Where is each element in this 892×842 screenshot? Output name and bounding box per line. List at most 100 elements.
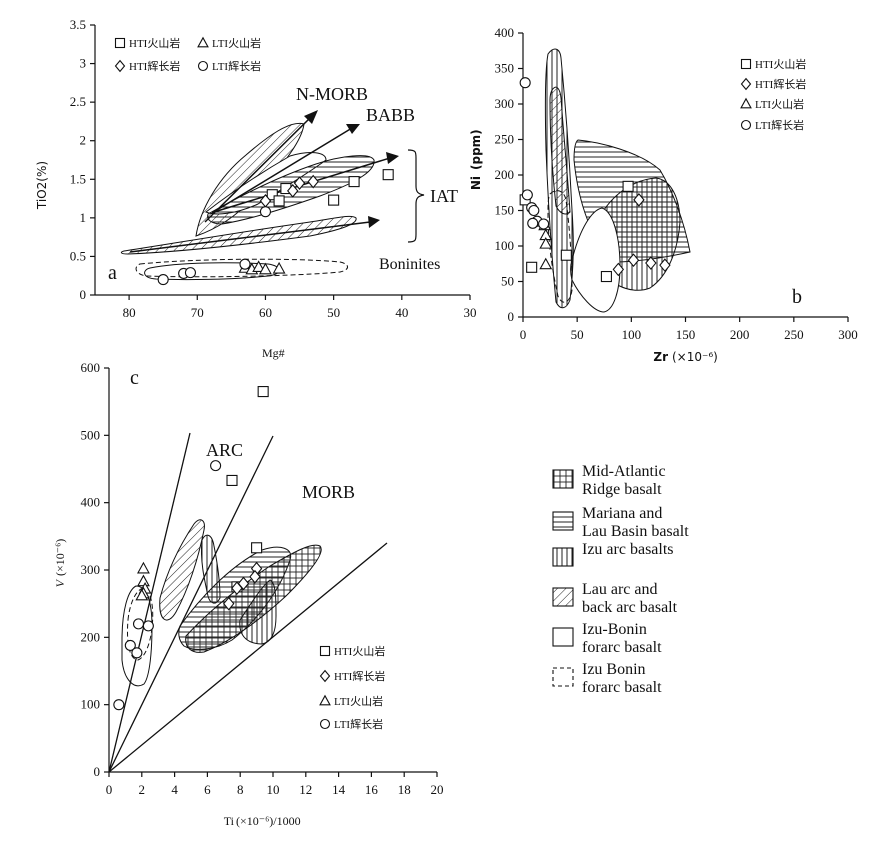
panel-a-point-triangle (272, 261, 286, 274)
panel-a-legend-marker-triangle (197, 36, 209, 48)
panel-b-point-square (622, 180, 634, 192)
panel-c-fields (121, 519, 322, 687)
panel-b-point-diamond (612, 262, 625, 277)
field-legend-swatch-dashed (552, 667, 574, 687)
panel-a-legend-marker-circle (197, 60, 209, 72)
panel-c-point-diamond (249, 569, 261, 584)
label-a-babb: BABB (366, 105, 415, 125)
panel-c-ylabel: V (×10⁻⁶) (53, 539, 67, 588)
panel-b-axes: 0 50 100 150 200 250 300 0 50 100 150 200 250 300 350 4… (495, 25, 858, 342)
panel-b: 0 50 100 150 200 250 300 0 50 100 150 200 250 300 350 4… (469, 25, 858, 364)
panel-a-point-circle (239, 258, 251, 270)
field-legend-label: Izu arc basalts (582, 541, 674, 558)
panel-c-x-tick-label: 0 (106, 782, 113, 797)
panel-a-legend-label: HTI辉长岩 (129, 59, 180, 73)
field-a-boninite-dashed (135, 258, 348, 278)
panel-b-x-tick-label: 100 (622, 327, 642, 342)
panel-c-x-tick-label: 14 (332, 782, 346, 797)
panel-a-axes: 80 70 60 50 40 30 0 0.5 1 1.5 2 2.5 3 3.5 (70, 17, 477, 320)
panel-c-legend-label: HTI火山岩 (334, 644, 385, 658)
panel-a-point-square (348, 176, 360, 188)
panel-c-legend-marker-square (319, 645, 331, 657)
arrow-a-lower (129, 221, 371, 253)
arrow-a-babb (211, 127, 353, 214)
panel-c-xlabel-var: Ti (224, 814, 235, 828)
panel-c-point-square (257, 386, 269, 398)
panel-b-x-tick-label: 200 (730, 327, 750, 342)
panel-a: N-MORB BABB IAT Boninites 80 70 60 50 40 30 0 0… (35, 17, 477, 360)
field-b-diag (549, 86, 571, 215)
panel-c-point-square (251, 542, 263, 554)
field-legend-label: forarc basalt (582, 639, 662, 656)
field-legend-label: Izu-Bonin (582, 621, 647, 638)
panel-c-legend-marker-circle (319, 718, 331, 730)
panel-a-point-circle (157, 274, 169, 286)
arrow-a-iat-head (386, 152, 399, 164)
panel-b-y-tick-label: 300 (495, 96, 515, 111)
panel-a-point-triangle (259, 262, 272, 275)
panel-a-point-diamond (293, 176, 306, 191)
field-legend-label: Lau Basin basalt (582, 523, 689, 540)
field-legend-swatch-grid (552, 469, 574, 489)
panel-b-xlabel-var: Zr (653, 350, 668, 364)
panel-a-y-tick-label: 0 (80, 287, 87, 302)
panel-a-y-tick-label: 1 (80, 210, 87, 225)
panel-c-x-tick-label: 20 (431, 782, 444, 797)
panel-b-point-diamond (659, 258, 671, 273)
panel-b-y-tick-label: 0 (508, 309, 515, 324)
panel-a-point-diamond (307, 174, 319, 189)
panel-c-x-tick-label: 6 (204, 782, 211, 797)
panel-b-point-circle (527, 217, 539, 229)
panel-a-point-triangle (252, 260, 266, 273)
panel-b-legend: HTI火山岩 HTI辉长岩 LTI火山岩 LTI辉长岩 (740, 57, 806, 132)
panel-c-x-tick-label: 16 (365, 782, 379, 797)
panel-c-point-triangle (135, 588, 149, 601)
panel-c-y-tick-label: 300 (81, 562, 101, 577)
panel-a-x-tick-label: 60 (259, 305, 272, 320)
field-c-mar (185, 544, 322, 653)
panel-c-y-tick-label: 200 (81, 629, 101, 644)
panel-c-xlabel: Ti (×10⁻⁶)/1000 (224, 814, 301, 828)
panel-b-legend-marker-diamond (740, 77, 752, 91)
panel-c-point-triangle (137, 561, 150, 574)
ratio-line-c-shallow (108, 542, 388, 773)
panel-a-y-tick-label: 3 (80, 56, 87, 71)
panel-a-legend: HTI火山岩 LTI火山岩 HTI辉长岩 LTI辉长岩 (114, 36, 261, 73)
field-legend-swatch-vertical (552, 547, 574, 567)
panel-b-point-square (600, 270, 612, 283)
panel-b-point-diamond (645, 256, 657, 270)
panel-b-y-tick-label: 400 (495, 25, 515, 40)
field-legend-label: Mid-Atlantic (582, 463, 666, 480)
panel-b-point-circle (528, 204, 540, 217)
panel-b-y-tick-label: 100 (495, 238, 515, 253)
panel-a-legend-marker-square (114, 37, 126, 49)
panel-c-y-tick-label: 400 (81, 495, 101, 510)
panel-b-y-tick-label: 50 (501, 274, 514, 289)
panel-c-y-tick-label: 600 (81, 360, 101, 375)
panel-c-x-tick-label: 18 (398, 782, 411, 797)
panel-c-legend-marker-diamond (319, 669, 331, 683)
panel-a-legend-label: HTI火山岩 (129, 36, 180, 50)
panel-b-x-tick-label: 50 (571, 327, 584, 342)
panel-b-point-square (560, 249, 572, 261)
panel-a-label: a (108, 262, 117, 284)
field-c-lau-arc (159, 519, 205, 621)
field-legend-label: Izu Bonin (582, 661, 646, 678)
panel-a-legend-marker-diamond (114, 59, 126, 73)
arrow-a-lower-head (368, 216, 380, 228)
panel-a-ylabel: TiO2(%) (35, 161, 49, 210)
panel-b-fields (544, 48, 691, 313)
panel-c-legend-label: LTI火山岩 (334, 694, 383, 708)
brace-a-iat (407, 149, 425, 243)
panel-b-legend-marker-circle (740, 119, 752, 131)
arrow-a-babb-head (346, 124, 360, 134)
panel-a-point-circle (184, 267, 197, 279)
panel-c-y-tick-label: 0 (94, 764, 101, 779)
panel-c-x-tick-label: 10 (267, 782, 280, 797)
panel-b-legend-label: HTI火山岩 (755, 57, 806, 71)
panel-c-xlabel-unit: (×10⁻⁶)/1000 (236, 814, 301, 828)
panel-a-y-tick-label: 0.5 (70, 248, 86, 263)
